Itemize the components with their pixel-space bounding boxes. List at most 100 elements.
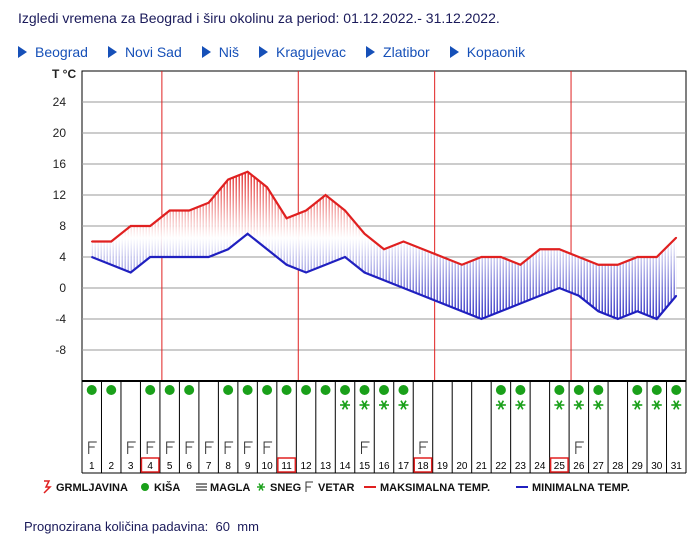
wind-icon (575, 441, 584, 454)
min-temp-point (207, 256, 210, 258)
rain-icon (141, 483, 149, 491)
max-temp-point (539, 248, 541, 251)
max-temp-point (168, 209, 171, 212)
max-temp-point (266, 186, 268, 189)
nav-link-label: Kragujevac (275, 44, 347, 60)
wind-icon (205, 441, 214, 454)
snow-icon (359, 400, 370, 410)
rain-icon (106, 385, 117, 395)
precipitation-unit: mm (237, 519, 259, 534)
x-tick-label: 10 (262, 461, 274, 472)
wind-icon (224, 441, 234, 454)
rain-icon (671, 385, 682, 395)
min-temp-point (617, 318, 619, 320)
min-temp-point (90, 256, 93, 258)
city-nav: Beograd Novi Sad Niš Kragujevac Zlatibor Kopa… (18, 44, 545, 60)
max-temp-point (110, 240, 113, 243)
max-temp-point (558, 248, 561, 251)
rain-icon (651, 385, 662, 395)
rain-icon (145, 385, 156, 395)
min-temp-point (188, 256, 190, 258)
max-temp-point (285, 217, 288, 220)
wind-icon (166, 441, 175, 454)
max-temp-point (227, 178, 229, 181)
rain-icon (340, 385, 351, 395)
rain-icon (554, 385, 565, 395)
x-tick-label: 15 (359, 461, 371, 472)
legend-label: VETAR (318, 482, 355, 494)
min-temp-point (558, 287, 561, 289)
wind-icon (146, 441, 156, 454)
max-temp-point (636, 256, 639, 258)
y-tick-label: 20 (53, 126, 67, 140)
wind-icon (185, 441, 195, 454)
snow-icon (632, 400, 643, 410)
snow-icon (671, 400, 682, 410)
rain-icon (495, 385, 506, 395)
nav-link-novi-sad[interactable]: Novi Sad (107, 44, 182, 60)
x-tick-label: 26 (573, 461, 585, 472)
min-temp-point (246, 232, 249, 235)
min-temp-point (324, 263, 327, 266)
x-tick-label: 12 (301, 461, 313, 472)
max-temp-point (578, 256, 580, 258)
legend: GRMLJAVINA KIŠA MAGLA SNEG VETAR MAKSIMALNA T… (43, 480, 630, 494)
min-temp-point (305, 271, 307, 274)
page-title: Izgledi vremena za Beograd i širu okolin… (18, 10, 500, 26)
rain-icon (262, 385, 273, 395)
min-temp-point (227, 248, 229, 251)
legend-item: SNEG (257, 482, 301, 494)
min-temp-point (129, 271, 132, 274)
y-tick-label: 8 (59, 219, 66, 233)
y-axis-label: T °C (52, 67, 76, 81)
legend-item: MAGLA (196, 482, 250, 494)
min-temp-point (461, 310, 463, 313)
wind-icon (88, 441, 97, 454)
rain-icon (281, 385, 292, 395)
legend-item: KIŠA (141, 481, 180, 494)
max-temp-point (422, 248, 424, 251)
nav-link-beograd[interactable]: Beograd (18, 44, 88, 60)
max-temp-point (675, 236, 678, 239)
highlight-day-box (140, 457, 160, 473)
rain-icon (379, 385, 389, 395)
x-tick-label: 19 (437, 461, 449, 472)
legend-item: GRMLJAVINA (43, 480, 128, 494)
snow-icon (379, 400, 389, 410)
legend-item: MINIMALNA TEMP. (516, 482, 630, 494)
x-tick-label: 22 (495, 461, 507, 472)
wind-icon (419, 441, 428, 454)
max-temp-point (402, 240, 405, 243)
x-tick-label: 31 (671, 461, 683, 472)
min-temp-point (266, 248, 268, 251)
snow-icon (593, 400, 604, 410)
wind-icon (244, 441, 253, 454)
min-temp-point (149, 256, 151, 258)
x-tick-label: 29 (632, 461, 644, 472)
wind-icon (127, 441, 136, 454)
nav-link-zlatibor[interactable]: Zlatibor (366, 44, 430, 60)
nav-link-kragujevac[interactable]: Kragujevac (258, 44, 347, 60)
max-temp-point (129, 225, 132, 227)
nav-link-kopaonik[interactable]: Kopaonik (449, 44, 525, 60)
x-tick-label: 16 (378, 461, 390, 472)
x-tick-label: 9 (245, 461, 251, 472)
min-temp-point (402, 287, 405, 289)
x-tick-label: 14 (339, 461, 351, 472)
x-tick-label: 30 (651, 461, 663, 472)
legend-label: MINIMALNA TEMP. (532, 482, 630, 494)
x-tick-label: 20 (456, 461, 468, 472)
rain-icon (593, 385, 604, 395)
min-temp-point (344, 256, 346, 258)
max-temp-point (519, 263, 522, 266)
max-temp-point (441, 256, 444, 258)
precipitation-summary: Prognozirana količina padavina: 60 mm (24, 519, 259, 534)
min-temp-point (285, 263, 288, 266)
max-temp-point (500, 256, 502, 258)
nav-link-nis[interactable]: Niš (201, 44, 239, 60)
rain-icon (320, 385, 331, 395)
nav-link-label: Novi Sad (124, 44, 182, 60)
arrow-right-icon (201, 46, 211, 58)
precipitation-value: 60 (215, 519, 230, 534)
